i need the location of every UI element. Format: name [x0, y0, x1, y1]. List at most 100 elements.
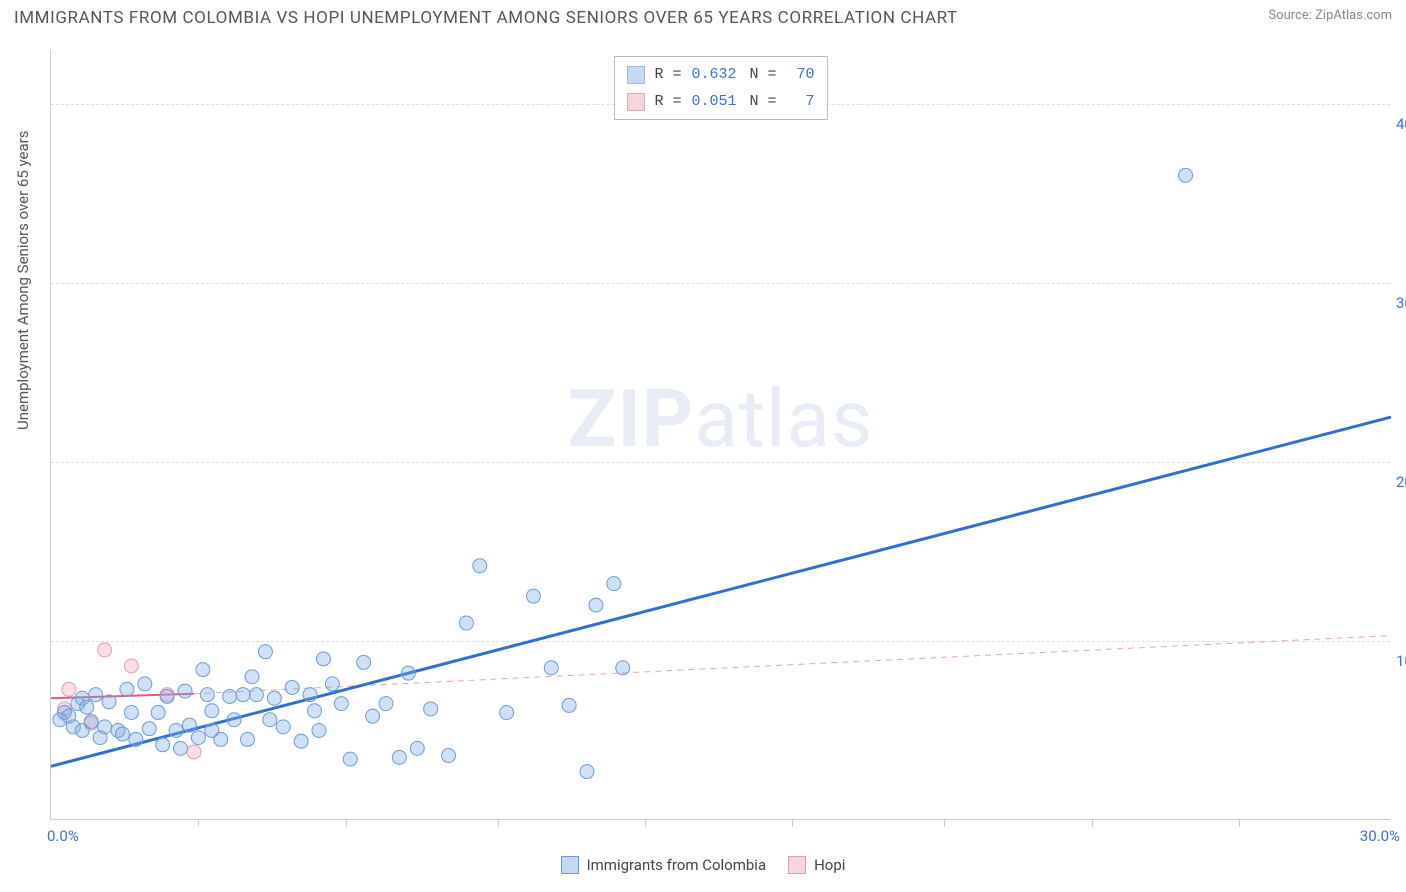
data-point: [343, 752, 357, 766]
legend-label-1: Hopi: [814, 856, 845, 874]
data-point: [258, 645, 272, 659]
x-tick-0: 0.0%: [47, 827, 79, 845]
data-point: [129, 732, 143, 746]
data-point: [285, 680, 299, 694]
scatter-svg: [51, 50, 1390, 819]
data-point: [98, 720, 112, 734]
data-point: [205, 704, 219, 718]
data-point: [120, 682, 134, 696]
data-point: [98, 643, 112, 657]
data-point: [316, 652, 330, 666]
trend-line: [194, 636, 1391, 694]
stats-swatch-1: [626, 93, 644, 111]
data-point: [160, 689, 174, 703]
data-point: [138, 677, 152, 691]
data-point: [1179, 168, 1193, 182]
data-point: [156, 738, 170, 752]
data-point: [607, 577, 621, 591]
data-point: [124, 659, 138, 673]
source-label: Source: ZipAtlas.com: [1268, 8, 1392, 23]
legend-label-0: Immigrants from Colombia: [587, 856, 767, 874]
data-point: [544, 661, 558, 675]
data-point: [200, 688, 214, 702]
data-point: [182, 718, 196, 732]
legend-swatch-1: [788, 856, 806, 874]
data-point: [102, 695, 116, 709]
data-point: [589, 598, 603, 612]
legend-item-1: Hopi: [788, 856, 845, 874]
x-tick: [645, 819, 646, 827]
stats-n-1: 7: [787, 88, 815, 115]
y-axis-label: Unemployment Among Seniors over 65 years: [14, 131, 32, 430]
chart-plot-area: ZIPatlas 10.0%20.0%30.0%40.0% R = 0.632 …: [50, 50, 1390, 820]
y-tick-label: 20.0%: [1396, 473, 1406, 491]
data-point: [473, 559, 487, 573]
data-point: [178, 684, 192, 698]
data-point: [191, 731, 205, 745]
data-point: [196, 663, 210, 677]
data-point: [562, 698, 576, 712]
data-point: [124, 706, 138, 720]
stats-n-label: N =: [750, 61, 777, 88]
data-point: [424, 702, 438, 716]
data-point: [379, 697, 393, 711]
x-tick: [1239, 819, 1240, 827]
bottom-legend: Immigrants from Colombia Hopi: [0, 856, 1406, 874]
data-point: [442, 749, 456, 763]
data-point: [308, 704, 322, 718]
data-point: [459, 616, 473, 630]
data-point: [366, 709, 380, 723]
stats-r-label: R =: [654, 88, 681, 115]
data-point: [214, 732, 228, 746]
y-tick-label: 30.0%: [1396, 294, 1406, 312]
stats-n-label: N =: [750, 88, 777, 115]
x-tick: [198, 819, 199, 827]
data-point: [334, 697, 348, 711]
data-point: [263, 713, 277, 727]
data-point: [80, 700, 94, 714]
stats-swatch-0: [626, 66, 644, 84]
data-point: [500, 706, 514, 720]
chart-title: IMMIGRANTS FROM COLOMBIA VS HOPI UNEMPLO…: [14, 8, 958, 28]
data-point: [303, 688, 317, 702]
data-point: [401, 666, 415, 680]
data-point: [410, 741, 424, 755]
data-point: [249, 688, 263, 702]
data-point: [616, 661, 630, 675]
stats-legend: R = 0.632 N = 70 R = 0.051 N = 7: [613, 56, 827, 120]
stats-n-0: 70: [787, 61, 815, 88]
header: IMMIGRANTS FROM COLOMBIA VS HOPI UNEMPLO…: [0, 0, 1406, 32]
x-tick: [944, 819, 945, 827]
data-point: [169, 723, 183, 737]
y-tick-label: 10.0%: [1396, 652, 1406, 670]
data-point: [223, 689, 237, 703]
y-tick-label: 40.0%: [1396, 115, 1406, 133]
stats-r-1: 0.051: [692, 88, 740, 115]
stats-row-1: R = 0.051 N = 7: [626, 88, 814, 115]
data-point: [89, 688, 103, 702]
data-point: [267, 691, 281, 705]
data-point: [580, 765, 594, 779]
x-tick: [498, 819, 499, 827]
data-point: [174, 741, 188, 755]
data-point: [245, 670, 259, 684]
data-point: [392, 750, 406, 764]
data-point: [241, 732, 255, 746]
trend-line: [51, 417, 1391, 766]
legend-item-0: Immigrants from Colombia: [561, 856, 767, 874]
x-tick: [792, 819, 793, 827]
data-point: [227, 713, 241, 727]
data-point: [236, 688, 250, 702]
data-point: [151, 706, 165, 720]
stats-r-label: R =: [654, 61, 681, 88]
data-point: [357, 655, 371, 669]
data-point: [142, 722, 156, 736]
stats-row-0: R = 0.632 N = 70: [626, 61, 814, 88]
data-point: [526, 589, 540, 603]
data-point: [294, 734, 308, 748]
legend-swatch-0: [561, 856, 579, 874]
x-tick: [346, 819, 347, 827]
data-point: [62, 682, 76, 696]
data-point: [276, 720, 290, 734]
data-point: [312, 723, 326, 737]
